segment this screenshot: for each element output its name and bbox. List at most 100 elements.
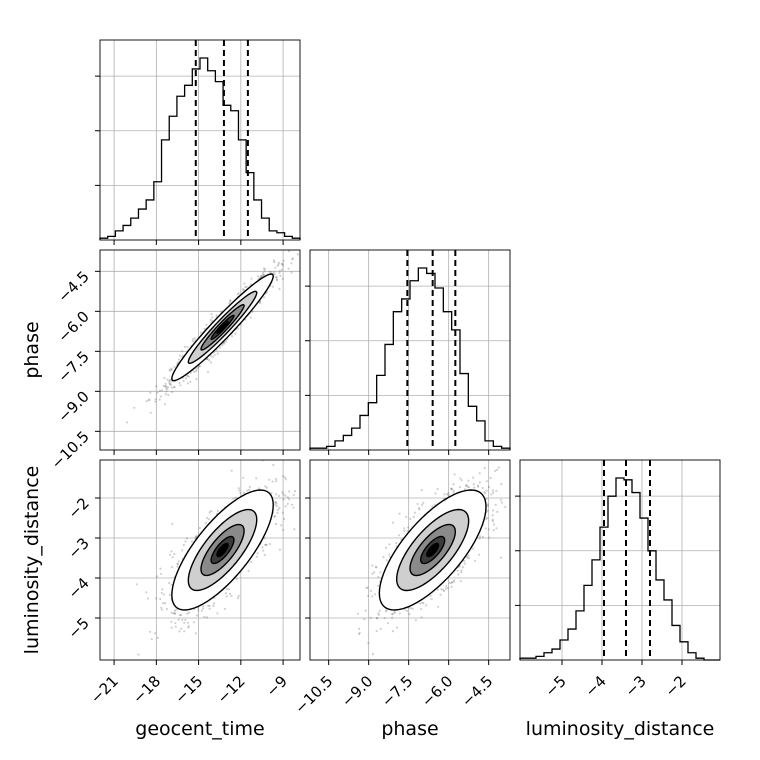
sample-point [173, 612, 176, 615]
sample-point [273, 515, 276, 518]
sample-point [203, 615, 206, 619]
sample-point [443, 493, 446, 496]
sample-point [495, 527, 498, 530]
sample-point [485, 517, 488, 521]
sample-point [178, 381, 181, 385]
sample-point [453, 473, 456, 476]
sample-point [407, 526, 410, 529]
sample-point [492, 529, 495, 532]
sample-point [305, 494, 307, 496]
sample-point [450, 581, 453, 585]
sample-point [250, 277, 253, 280]
sample-point [371, 572, 374, 576]
sample-point [270, 491, 273, 495]
panel-frame [99, 249, 301, 451]
sample-point [202, 605, 205, 608]
sample-point [486, 509, 489, 512]
sample-point [264, 543, 267, 546]
sample-point [250, 560, 253, 564]
sample-point [232, 497, 235, 500]
sample-point [195, 368, 198, 371]
sample-point [156, 636, 159, 639]
sample-point [463, 559, 466, 563]
sample-point [487, 536, 491, 539]
sample-point [206, 357, 209, 361]
y-tick-label: −2 [64, 494, 92, 522]
sample-point [453, 579, 456, 582]
sample-point [262, 273, 265, 276]
marginal-panel-phase [305, 249, 511, 451]
sample-point [500, 501, 503, 504]
sample-point [291, 257, 294, 260]
sample-point [391, 612, 394, 616]
sample-point [187, 611, 191, 614]
sample-point [281, 491, 284, 494]
sample-point [461, 566, 464, 569]
sample-point [274, 501, 277, 504]
sample-point [210, 313, 213, 316]
sample-point [375, 617, 378, 620]
sample-point [162, 384, 165, 388]
sample-point [212, 604, 215, 607]
sample-point [397, 534, 400, 537]
sample-point [263, 296, 266, 299]
sample-point [209, 361, 213, 364]
sample-point [262, 273, 266, 276]
sample-point [290, 271, 293, 274]
sample-point [255, 477, 258, 480]
sample-point [275, 502, 278, 505]
sample-point [496, 510, 499, 513]
sample-point [245, 285, 248, 288]
sample-point [179, 354, 182, 357]
sample-point [358, 627, 361, 631]
sample-point [275, 480, 278, 483]
sample-point [168, 382, 171, 385]
y-axis-label-luminosity_distance: luminosity_distance [21, 466, 43, 655]
sample-point [492, 509, 495, 512]
sample-point [169, 382, 172, 386]
sample-point [169, 369, 172, 372]
sample-point [494, 503, 497, 506]
sample-point [481, 486, 484, 490]
sample-point [283, 476, 286, 479]
sample-point [420, 608, 423, 611]
sample-point [464, 484, 467, 487]
x-tick-label: −5 [541, 672, 569, 700]
sample-point [207, 518, 210, 521]
sample-point [160, 608, 163, 611]
sample-point [187, 626, 190, 629]
sample-point [173, 365, 176, 368]
sample-point [281, 264, 285, 267]
sample-point [195, 614, 199, 617]
sample-point [452, 483, 455, 486]
sample-point [452, 489, 455, 492]
sample-point [479, 535, 482, 538]
sample-point [366, 586, 369, 589]
sample-point [164, 602, 167, 605]
sample-point [280, 268, 284, 271]
sample-point [283, 517, 286, 521]
sample-point [225, 595, 228, 598]
sample-point [206, 516, 209, 520]
sample-point [358, 631, 361, 634]
x-axis-label-luminosity_distance: luminosity_distance [526, 718, 715, 740]
density-core [426, 542, 440, 558]
sample-point [412, 515, 415, 519]
sample-point [478, 472, 481, 475]
sample-point [282, 259, 285, 262]
sample-point [200, 609, 203, 612]
sample-point [414, 619, 417, 622]
sample-point [278, 271, 281, 274]
sample-point [450, 581, 454, 584]
sample-point [413, 511, 417, 514]
sample-point [205, 323, 208, 326]
sample-point [205, 616, 209, 619]
sample-point [408, 612, 411, 616]
sample-point [271, 480, 274, 483]
sample-point [467, 479, 470, 482]
sample-point [282, 498, 285, 501]
y-tick-label: −4 [64, 574, 92, 602]
sample-point [487, 528, 490, 531]
sample-point [374, 593, 377, 596]
sample-point [430, 598, 433, 601]
